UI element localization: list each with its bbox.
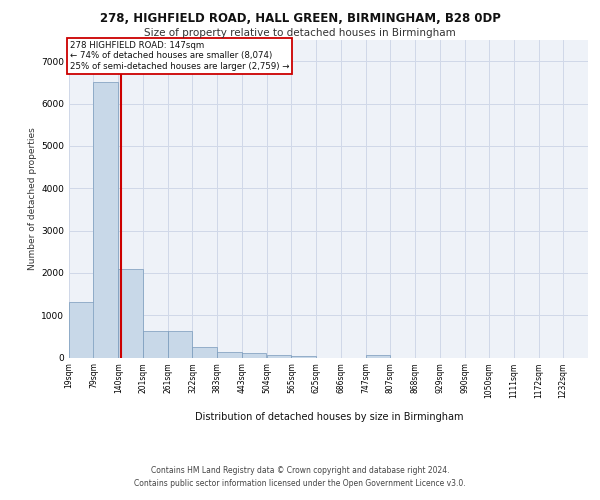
Bar <box>193 347 217 358</box>
Bar <box>143 332 168 357</box>
Bar <box>217 352 242 358</box>
Text: 278, HIGHFIELD ROAD, HALL GREEN, BIRMINGHAM, B28 0DP: 278, HIGHFIELD ROAD, HALL GREEN, BIRMING… <box>100 12 500 26</box>
Bar <box>69 302 94 358</box>
Bar <box>167 332 192 357</box>
Text: Contains HM Land Registry data © Crown copyright and database right 2024.
Contai: Contains HM Land Registry data © Crown c… <box>134 466 466 487</box>
Bar <box>365 354 390 358</box>
Bar <box>118 268 143 358</box>
Text: Size of property relative to detached houses in Birmingham: Size of property relative to detached ho… <box>144 28 456 38</box>
Bar <box>266 354 291 358</box>
Bar <box>292 356 316 358</box>
Bar <box>242 353 266 358</box>
Y-axis label: Number of detached properties: Number of detached properties <box>28 128 37 270</box>
Bar <box>94 82 118 357</box>
Text: 278 HIGHFIELD ROAD: 147sqm
← 74% of detached houses are smaller (8,074)
25% of s: 278 HIGHFIELD ROAD: 147sqm ← 74% of deta… <box>70 41 289 70</box>
Text: Distribution of detached houses by size in Birmingham: Distribution of detached houses by size … <box>194 412 463 422</box>
